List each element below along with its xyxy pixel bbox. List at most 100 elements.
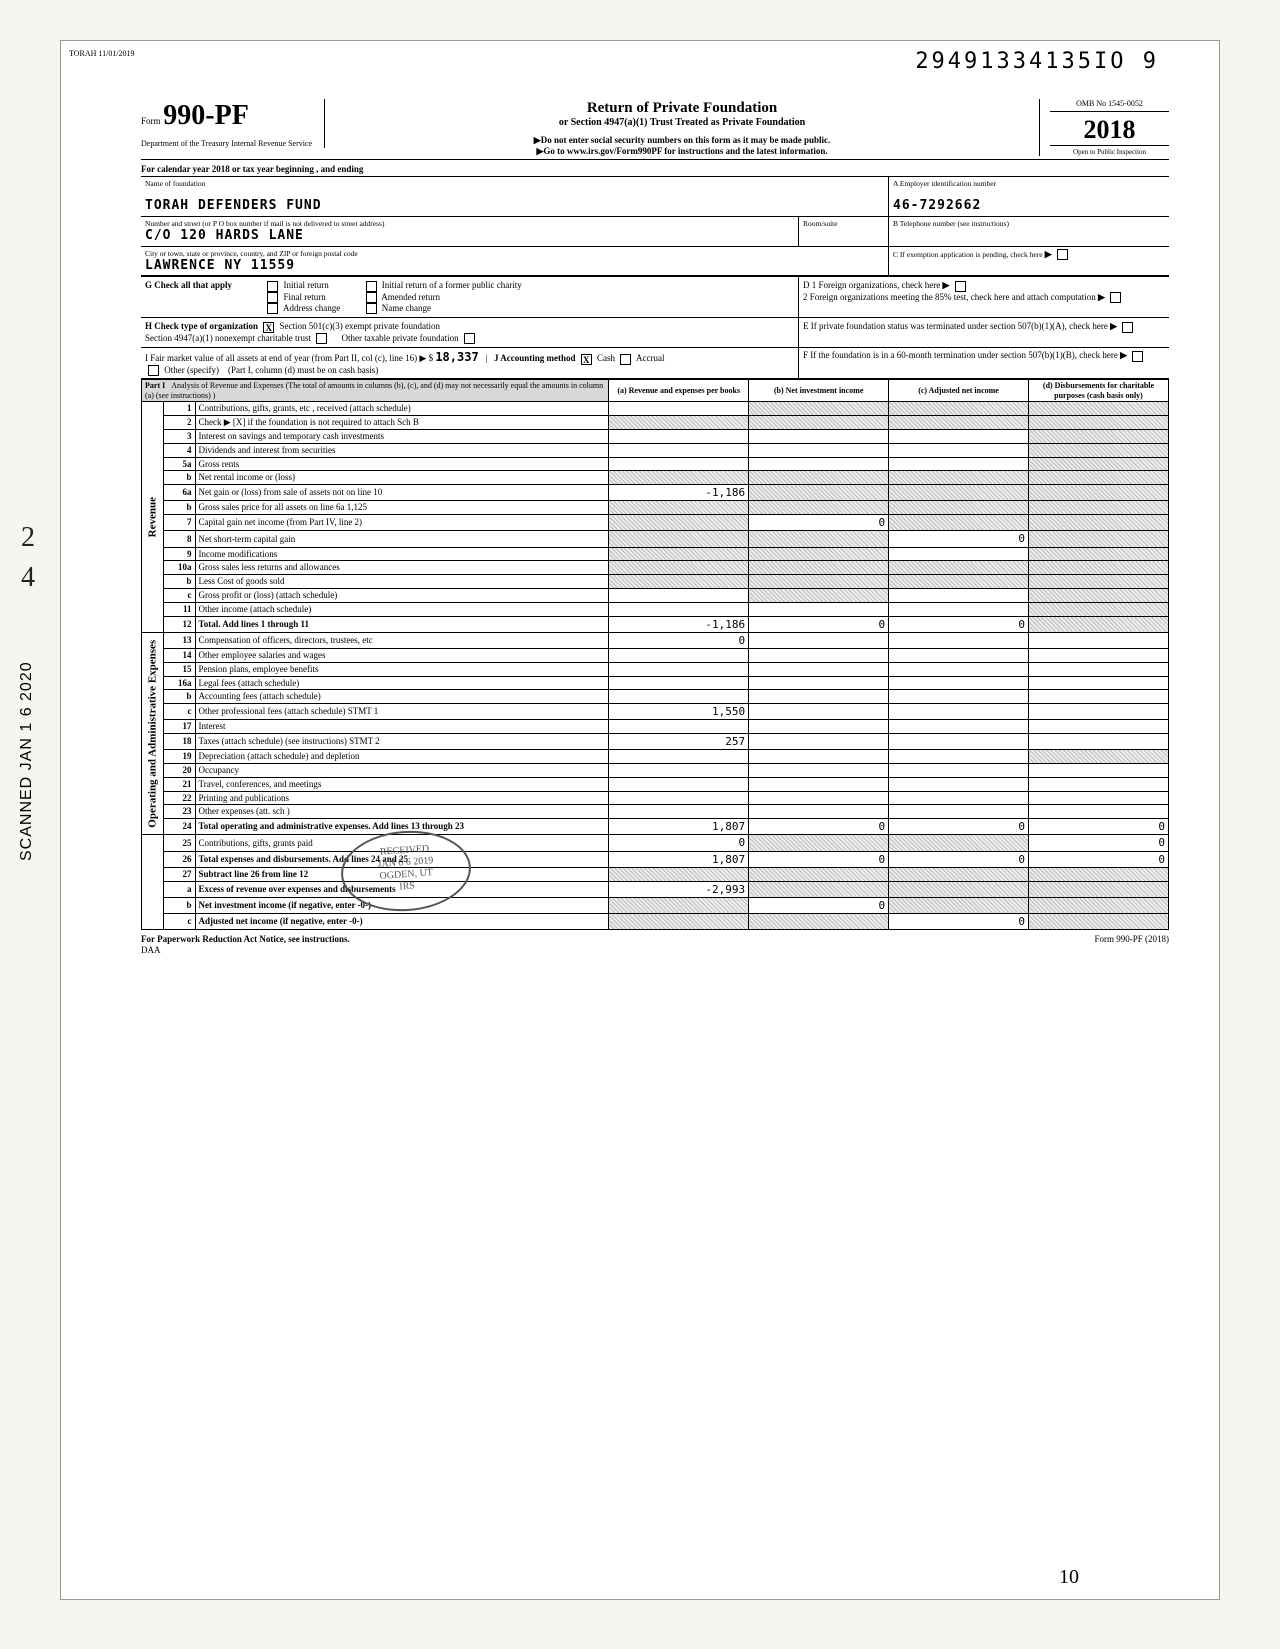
checkbox-e[interactable] [1122, 322, 1133, 333]
checkbox-cash[interactable]: X [581, 354, 592, 365]
footer-daa: DAA [141, 945, 1169, 956]
checkbox-c[interactable] [1057, 249, 1068, 260]
table-row: 6aNet gain or (loss) from sale of assets… [142, 485, 1169, 501]
calendar-year-line: For calendar year 2018 or tax year begin… [141, 162, 1169, 177]
value-cell [749, 676, 889, 690]
opex-section-label: Operating and Administrative Expenses [142, 632, 164, 835]
checkbox-501c3[interactable]: X [263, 322, 274, 333]
footer: For Paperwork Reduction Act Notice, see … [141, 934, 1169, 945]
checkbox-f[interactable] [1132, 351, 1143, 362]
checkbox-accrual[interactable] [620, 354, 631, 365]
value-cell [889, 547, 1029, 561]
identity-block: Name of foundation TORAH DEFENDERS FUND … [141, 176, 1169, 277]
form-subtitle: or Section 4947(a)(1) Trust Treated as P… [345, 117, 1019, 129]
line-number: b [163, 897, 195, 913]
table-row: 24Total operating and administrative exp… [142, 819, 1169, 835]
value-cell: 0 [1029, 835, 1169, 851]
value-cell [1029, 471, 1169, 485]
table-row: 8Net short-term capital gain0 [142, 531, 1169, 547]
table-row: 16aLegal fees (attach schedule) [142, 676, 1169, 690]
value-cell [1029, 485, 1169, 501]
value-cell [1029, 402, 1169, 416]
line-description: Gross profit or (loss) (attach schedule) [195, 588, 609, 602]
j-note: (Part I, column (d) must be on cash basi… [228, 365, 378, 375]
table-row: 21Travel, conferences, and meetings [142, 777, 1169, 791]
checkbox-final-return[interactable] [267, 292, 278, 303]
line-description: Pension plans, employee benefits [195, 662, 609, 676]
table-row: 20Occupancy [142, 764, 1169, 778]
street-address: C/O 120 HARDS LANE [145, 228, 794, 244]
value-cell [889, 805, 1029, 819]
line-number: 19 [163, 750, 195, 764]
value-cell [1029, 561, 1169, 575]
line-number: a [163, 881, 195, 897]
value-cell [749, 720, 889, 734]
value-cell [889, 561, 1029, 575]
h-opt: Section 4947(a)(1) nonexempt charitable … [145, 333, 311, 343]
arrow-icon: ▶ [1120, 350, 1127, 360]
checkbox-d2[interactable] [1110, 292, 1121, 303]
value-cell: 0 [889, 914, 1029, 930]
value-cell: 0 [749, 819, 889, 835]
value-cell: -1,186 [609, 485, 749, 501]
value-cell [609, 662, 749, 676]
value-cell [609, 897, 749, 913]
line-number: 21 [163, 777, 195, 791]
scanned-stamp: SCANNED JAN 1 6 2020 [17, 661, 36, 861]
checkbox-former-public-charity[interactable] [366, 281, 377, 292]
value-cell [609, 430, 749, 444]
foundation-name: TORAH DEFENDERS FUND [145, 198, 884, 214]
table-row: 11Other income (attach schedule) [142, 602, 1169, 616]
table-row: Operating and Administrative Expenses13C… [142, 632, 1169, 648]
line-number: 24 [163, 819, 195, 835]
line-description: Net investment income (if negative, ente… [195, 897, 609, 913]
table-row: 18Taxes (attach schedule) (see instructi… [142, 734, 1169, 750]
checkbox-initial-return[interactable] [267, 281, 278, 292]
j-cash: Cash [597, 353, 615, 363]
f-label: F If the foundation is in a 60-month ter… [803, 350, 1118, 360]
line-description: Interest [195, 720, 609, 734]
line-number: c [163, 914, 195, 930]
value-cell [889, 867, 1029, 881]
value-cell [749, 402, 889, 416]
value-cell: 0 [889, 531, 1029, 547]
bottom-scribble: 10 [1059, 1565, 1079, 1589]
line-description: Total. Add lines 1 through 11 [195, 616, 609, 632]
line-description: Adjusted net income (if negative, enter … [195, 914, 609, 930]
value-cell [749, 547, 889, 561]
value-cell [609, 402, 749, 416]
line-description: Check ▶ [X] if the foundation is not req… [195, 416, 609, 430]
line-description: Dividends and interest from securities [195, 443, 609, 457]
value-cell: 0 [609, 835, 749, 851]
col-b-header: (b) Net investment income [749, 380, 889, 402]
value-cell [749, 734, 889, 750]
value-cell [889, 602, 1029, 616]
value-cell [889, 750, 1029, 764]
checkbox-other-method[interactable] [148, 365, 159, 376]
checkbox-other-taxable[interactable] [464, 333, 475, 344]
revenue-section-label: Revenue [142, 402, 164, 632]
checkbox-d1[interactable] [955, 281, 966, 292]
line-description: Taxes (attach schedule) (see instruction… [195, 734, 609, 750]
checkbox-4947a1[interactable] [316, 333, 327, 344]
col-d-header: (d) Disbursements for charitable purpose… [1029, 380, 1169, 402]
value-cell: -2,993 [609, 881, 749, 897]
table-row: 14Other employee salaries and wages [142, 648, 1169, 662]
value-cell [1029, 416, 1169, 430]
value-cell [889, 501, 1029, 515]
table-row: 12Total. Add lines 1 through 11-1,18600 [142, 616, 1169, 632]
value-cell [889, 402, 1029, 416]
arrow-icon: ▶ [1110, 321, 1117, 331]
line-description: Depreciation (attach schedule) and deple… [195, 750, 609, 764]
table-row: 23Other expenses (att. sch ) [142, 805, 1169, 819]
value-cell [889, 575, 1029, 589]
arrow-icon: ▶ [1045, 249, 1052, 259]
value-cell [1029, 897, 1169, 913]
line-number: 11 [163, 602, 195, 616]
checkbox-name-change[interactable] [366, 303, 377, 314]
value-cell [749, 443, 889, 457]
value-cell [749, 805, 889, 819]
checkbox-amended-return[interactable] [366, 292, 377, 303]
checkbox-address-change[interactable] [267, 303, 278, 314]
value-cell [1029, 662, 1169, 676]
